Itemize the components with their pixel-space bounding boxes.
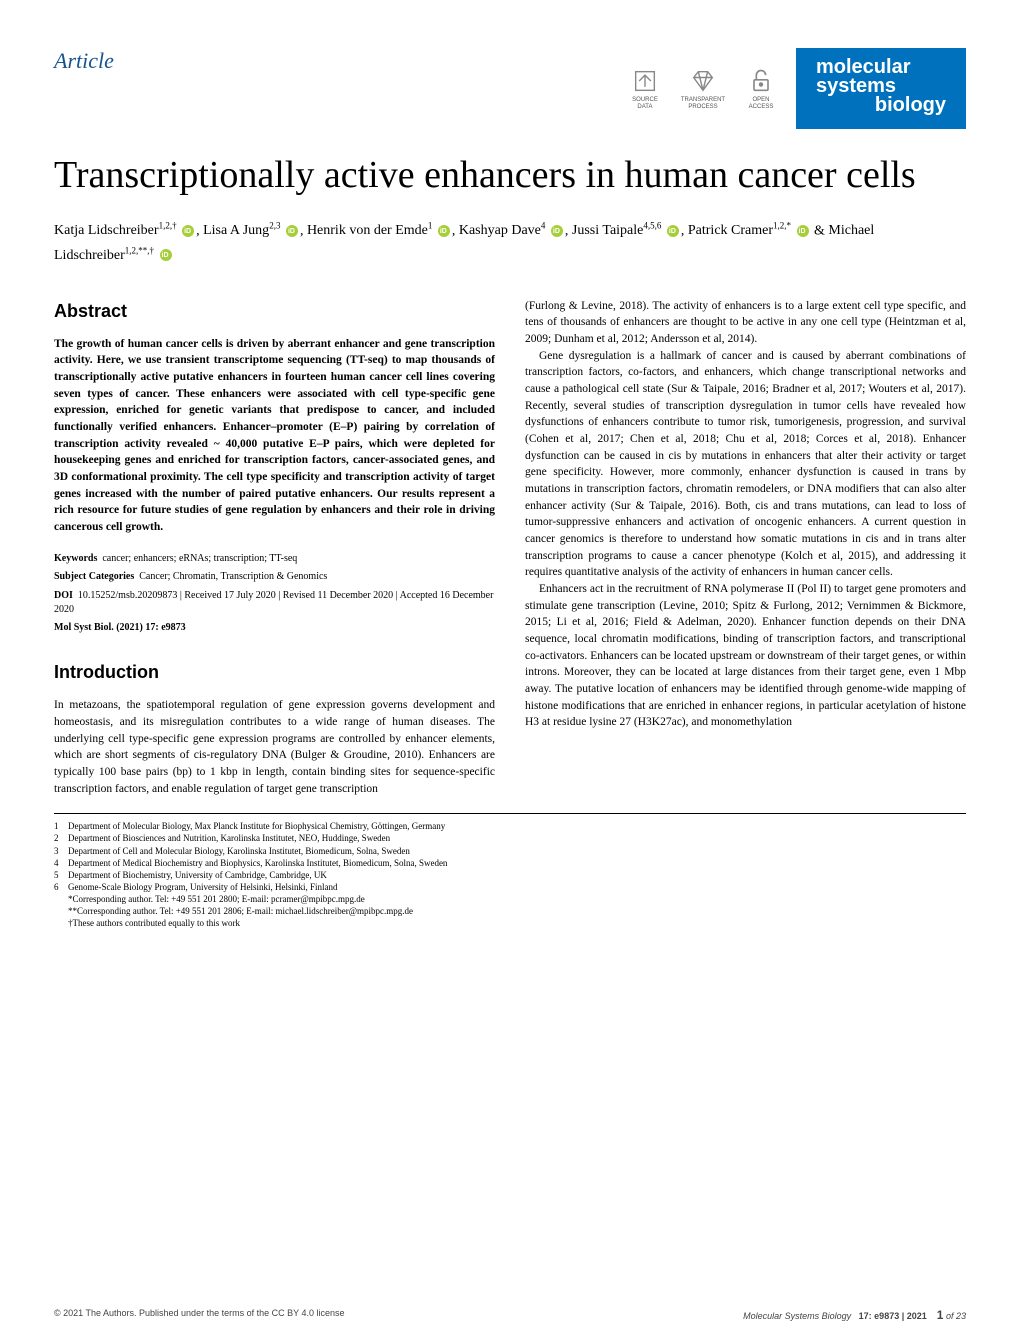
abstract-text: The growth of human cancer cells is driv…	[54, 336, 495, 536]
doi-value: 10.15252/msb.20209873 | Received 17 July…	[54, 590, 493, 615]
diamond-icon	[689, 67, 717, 95]
orcid-icon[interactable]	[551, 225, 563, 237]
orcid-icon[interactable]	[438, 225, 450, 237]
intro-p3: Gene dysregulation is a hallmark of canc…	[525, 348, 966, 581]
corresponding-author: **Corresponding author. Tel: +49 551 201…	[54, 905, 966, 917]
transparent-caption: TRANSPARENTPROCESS	[681, 97, 725, 110]
abstract-heading: Abstract	[54, 298, 495, 324]
page-footer: © 2021 The Authors. Published under the …	[54, 1308, 966, 1322]
intro-heading: Introduction	[54, 659, 495, 685]
orcid-icon[interactable]	[160, 249, 172, 261]
footer-journal: Molecular Systems Biology	[743, 1311, 851, 1321]
corresponding-author: *Corresponding author. Tel: +49 551 201 …	[54, 893, 966, 905]
header-badges: SOURCEDATA TRANSPARENTPROCESS OPENACCESS…	[622, 48, 966, 129]
affiliations-block: 1Department of Molecular Biology, Max Pl…	[54, 813, 966, 929]
source-data-caption: SOURCEDATA	[632, 97, 658, 110]
orcid-icon[interactable]	[286, 225, 298, 237]
lock-open-icon	[747, 67, 775, 95]
header-row: Article SOURCEDATA TRANSPARENTPROCESS	[54, 48, 966, 129]
keywords-label: Keywords	[54, 553, 97, 564]
page-number: 1	[937, 1308, 944, 1322]
orcid-icon[interactable]	[182, 225, 194, 237]
orcid-icon[interactable]	[667, 225, 679, 237]
affiliation: 3Department of Cell and Molecular Biolog…	[54, 845, 966, 857]
affiliation: 6Genome-Scale Biology Program, Universit…	[54, 881, 966, 893]
categories-value: Cancer; Chromatin, Transcription & Genom…	[139, 571, 327, 582]
intro-p4: Enhancers act in the recruitment of RNA …	[525, 581, 966, 731]
footer-right: Molecular Systems Biology 17: e9873 | 20…	[743, 1308, 966, 1322]
main-columns: Abstract The growth of human cancer cell…	[54, 298, 966, 798]
left-column: Abstract The growth of human cancer cell…	[54, 298, 495, 798]
orcid-icon[interactable]	[797, 225, 809, 237]
intro-right-text: (Furlong & Levine, 2018). The activity o…	[525, 298, 966, 731]
keywords-value: cancer; enhancers; eRNAs; transcription;…	[102, 553, 297, 564]
affiliation: 1Department of Molecular Biology, Max Pl…	[54, 820, 966, 832]
article-title: Transcriptionally active enhancers in hu…	[54, 153, 966, 199]
affiliation: 5Department of Biochemistry, University …	[54, 869, 966, 881]
doi-line: DOI 10.15252/msb.20209873 | Received 17 …	[54, 589, 495, 617]
author-list: Katja Lidschreiber1,2,† , Lisa A Jung2,3…	[54, 219, 966, 268]
author: Patrick Cramer1,2,*	[688, 223, 811, 238]
journal-line3: biology	[816, 96, 946, 115]
open-access-caption: OPENACCESS	[749, 97, 774, 110]
citation-line: Mol Syst Biol. (2021) 17: e9873	[54, 621, 495, 636]
author: Lisa A Jung2,3	[203, 223, 300, 238]
keywords-line: Keywords cancer; enhancers; eRNAs; trans…	[54, 552, 495, 567]
intro-p1: In metazoans, the spatiotemporal regulat…	[54, 697, 495, 797]
author: Henrik von der Emde1	[307, 223, 452, 238]
source-data-icon	[631, 67, 659, 95]
transparent-process-badge: TRANSPARENTPROCESS	[680, 67, 726, 110]
page-total: of 23	[946, 1311, 966, 1321]
right-column: (Furlong & Levine, 2018). The activity o…	[525, 298, 966, 798]
author: Katja Lidschreiber1,2,†	[54, 223, 196, 238]
author: Kashyap Dave4	[459, 223, 565, 238]
article-type-label: Article	[54, 48, 114, 74]
affiliation: 4Department of Medical Biochemistry and …	[54, 857, 966, 869]
footer-volume: 17: e9873 | 2021	[859, 1311, 927, 1321]
affiliation: 2Department of Biosciences and Nutrition…	[54, 832, 966, 844]
intro-p2: (Furlong & Levine, 2018). The activity o…	[525, 298, 966, 348]
categories-label: Subject Categories	[54, 571, 134, 582]
source-data-badge: SOURCEDATA	[622, 67, 668, 110]
author: Jussi Taipale4,5,6	[572, 223, 681, 238]
intro-left-text: In metazoans, the spatiotemporal regulat…	[54, 697, 495, 797]
open-access-badge: OPENACCESS	[738, 67, 784, 110]
categories-line: Subject Categories Cancer; Chromatin, Tr…	[54, 570, 495, 585]
doi-label: DOI	[54, 590, 73, 601]
copyright-text: © 2021 The Authors. Published under the …	[54, 1308, 344, 1322]
journal-logo: molecular systems biology	[796, 48, 966, 129]
equal-contribution-note: †These authors contributed equally to th…	[54, 917, 966, 929]
